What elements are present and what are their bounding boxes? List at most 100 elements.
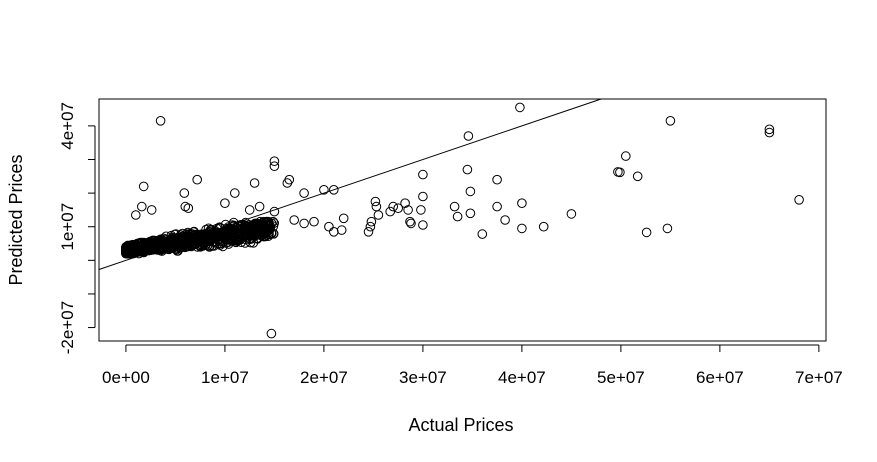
data-point — [155, 116, 166, 126]
data-point — [538, 221, 549, 232]
data-point — [240, 217, 251, 228]
x-axis-title: Actual Prices — [408, 415, 513, 435]
data-point — [393, 203, 404, 213]
data-point — [261, 228, 272, 238]
data-point — [230, 232, 240, 242]
data-point — [195, 236, 205, 246]
data-point — [366, 216, 377, 227]
data-point — [146, 205, 157, 215]
data-point — [370, 196, 381, 207]
data-point — [324, 221, 334, 232]
data-point — [263, 223, 274, 234]
data-point — [449, 201, 460, 212]
data-point — [138, 181, 149, 192]
y-tick-label: 1e+07 — [58, 203, 77, 251]
data-point — [515, 102, 525, 113]
data-point — [179, 188, 190, 198]
data-point — [192, 174, 202, 185]
data-point — [182, 227, 193, 238]
data-point — [465, 186, 476, 197]
data-point — [219, 233, 230, 244]
data-points — [121, 102, 804, 339]
data-point — [641, 227, 652, 238]
data-point — [477, 229, 488, 239]
data-point — [137, 201, 147, 212]
data-point — [269, 156, 280, 166]
data-point — [329, 185, 339, 195]
data-point — [121, 246, 132, 256]
data-point — [266, 328, 277, 339]
data-point — [400, 198, 410, 208]
data-point — [257, 230, 267, 240]
data-point — [405, 216, 415, 227]
data-point — [373, 210, 384, 220]
data-point — [365, 221, 376, 232]
data-point — [289, 215, 300, 225]
x-axis: 0e+00 1e+07 2e+07 3e+07 4e+07 5e+07 6e+07 7e+07 — [102, 344, 843, 387]
data-point — [161, 239, 171, 249]
data-point — [388, 201, 399, 212]
data-point — [418, 169, 428, 180]
data-point — [220, 198, 230, 208]
data-point — [232, 235, 243, 246]
data-point — [181, 237, 192, 248]
data-point — [463, 131, 474, 141]
data-point — [235, 228, 246, 239]
data-point — [230, 188, 240, 198]
x-tick-label: 2e+07 — [300, 368, 348, 387]
data-point — [452, 211, 463, 222]
data-point — [282, 178, 293, 188]
data-point — [221, 238, 231, 248]
data-point — [418, 220, 428, 230]
data-point — [492, 201, 502, 212]
x-tick-label: 7e+07 — [795, 368, 843, 387]
data-point — [131, 210, 141, 220]
data-point — [152, 241, 162, 251]
data-point — [188, 238, 199, 249]
data-point — [130, 241, 141, 251]
data-point — [338, 213, 349, 224]
reference-line — [98, 98, 602, 270]
data-point — [172, 240, 183, 250]
x-tick-label: 4e+07 — [498, 368, 546, 387]
data-point — [764, 127, 775, 138]
data-point — [632, 171, 643, 182]
plot-box — [98, 98, 827, 342]
data-point — [244, 205, 255, 215]
data-point — [249, 178, 260, 188]
data-point — [195, 233, 206, 244]
data-point — [248, 221, 259, 232]
data-point — [566, 209, 577, 219]
x-tick-label: 1e+07 — [201, 368, 249, 387]
data-point — [231, 237, 241, 248]
y-tick-label: -2e+07 — [58, 301, 77, 354]
data-point — [665, 116, 676, 126]
data-point — [299, 218, 309, 229]
data-point — [299, 188, 309, 198]
data-point — [517, 223, 527, 234]
data-point — [465, 208, 476, 219]
data-point — [621, 151, 631, 161]
data-point — [418, 191, 428, 202]
data-point — [500, 215, 510, 225]
data-point — [269, 161, 280, 171]
data-point — [403, 205, 413, 215]
x-tick-label: 0e+00 — [102, 368, 150, 387]
data-point — [187, 240, 198, 250]
data-point — [329, 227, 339, 237]
data-point — [152, 245, 163, 255]
data-point — [151, 242, 161, 253]
data-point — [207, 228, 218, 239]
data-point — [167, 240, 178, 251]
y-axis-title: Predicted Prices — [6, 154, 26, 285]
data-point — [336, 225, 347, 235]
data-point — [319, 185, 329, 195]
data-point — [615, 167, 625, 178]
data-point — [363, 227, 374, 237]
data-point — [764, 124, 775, 135]
data-point — [309, 216, 319, 227]
data-point — [416, 205, 426, 215]
data-point — [492, 174, 502, 185]
data-point — [144, 241, 155, 252]
